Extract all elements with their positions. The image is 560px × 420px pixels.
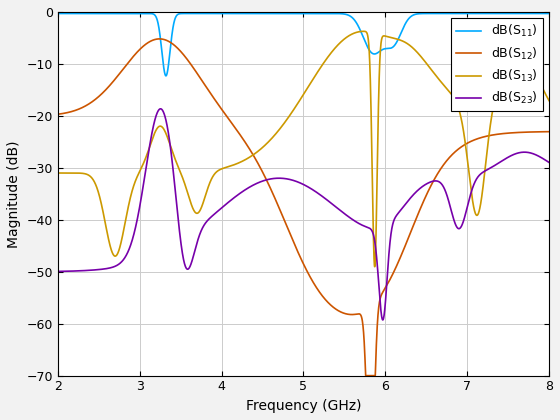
dB(S$_{23}$) xyxy=(261,178,268,183)
dB(S$_{12}$) xyxy=(54,112,61,117)
dB(S$_{12}$) xyxy=(412,219,418,224)
dB(S$_{11}$) xyxy=(54,11,61,16)
dB(S$_{23}$) xyxy=(54,269,61,274)
Line: dB(S$_{12}$): dB(S$_{12}$) xyxy=(58,39,549,375)
Line: dB(S$_{11}$): dB(S$_{11}$) xyxy=(58,13,549,76)
dB(S$_{23}$) xyxy=(379,318,386,323)
dB(S$_{11}$) xyxy=(531,11,538,16)
dB(S$_{11}$) xyxy=(288,11,295,16)
dB(S$_{23}$) xyxy=(506,154,513,159)
dB(S$_{13}$) xyxy=(261,144,268,149)
dB(S$_{13}$) xyxy=(288,111,295,116)
dB(S$_{23}$) xyxy=(288,177,295,182)
Line: dB(S$_{13}$): dB(S$_{13}$) xyxy=(58,32,549,267)
dB(S$_{13}$) xyxy=(265,139,272,144)
dB(S$_{11}$) xyxy=(412,12,418,17)
dB(S$_{23}$) xyxy=(265,177,272,182)
dB(S$_{23}$) xyxy=(157,106,164,111)
dB(S$_{11}$) xyxy=(545,11,552,16)
dB(S$_{13}$) xyxy=(371,264,378,269)
dB(S$_{12}$) xyxy=(506,131,513,136)
dB(S$_{23}$) xyxy=(545,160,552,165)
dB(S$_{13}$) xyxy=(360,29,367,34)
dB(S$_{12}$) xyxy=(531,129,538,134)
dB(S$_{12}$) xyxy=(362,373,369,378)
dB(S$_{11}$) xyxy=(506,11,513,16)
dB(S$_{13}$) xyxy=(531,69,538,74)
dB(S$_{12}$) xyxy=(265,181,272,186)
dB(S$_{13}$) xyxy=(412,47,418,52)
X-axis label: Frequency (GHz): Frequency (GHz) xyxy=(246,399,361,413)
Legend: dB(S$_{11}$), dB(S$_{12}$), dB(S$_{13}$), dB(S$_{23}$): dB(S$_{11}$), dB(S$_{12}$), dB(S$_{13}$)… xyxy=(451,18,543,111)
dB(S$_{12}$) xyxy=(545,129,552,134)
dB(S$_{12}$) xyxy=(261,173,268,178)
dB(S$_{23}$) xyxy=(531,152,538,157)
dB(S$_{23}$) xyxy=(412,191,418,196)
dB(S$_{11}$) xyxy=(261,11,268,16)
dB(S$_{11}$) xyxy=(265,11,272,16)
Line: dB(S$_{23}$): dB(S$_{23}$) xyxy=(58,109,549,320)
dB(S$_{13}$) xyxy=(545,98,552,103)
Y-axis label: Magnitude (dB): Magnitude (dB) xyxy=(7,140,21,247)
dB(S$_{13}$) xyxy=(54,171,61,176)
dB(S$_{12}$) xyxy=(156,37,163,42)
dB(S$_{12}$) xyxy=(288,234,295,239)
dB(S$_{11}$) xyxy=(162,74,169,79)
dB(S$_{13}$) xyxy=(506,62,513,67)
